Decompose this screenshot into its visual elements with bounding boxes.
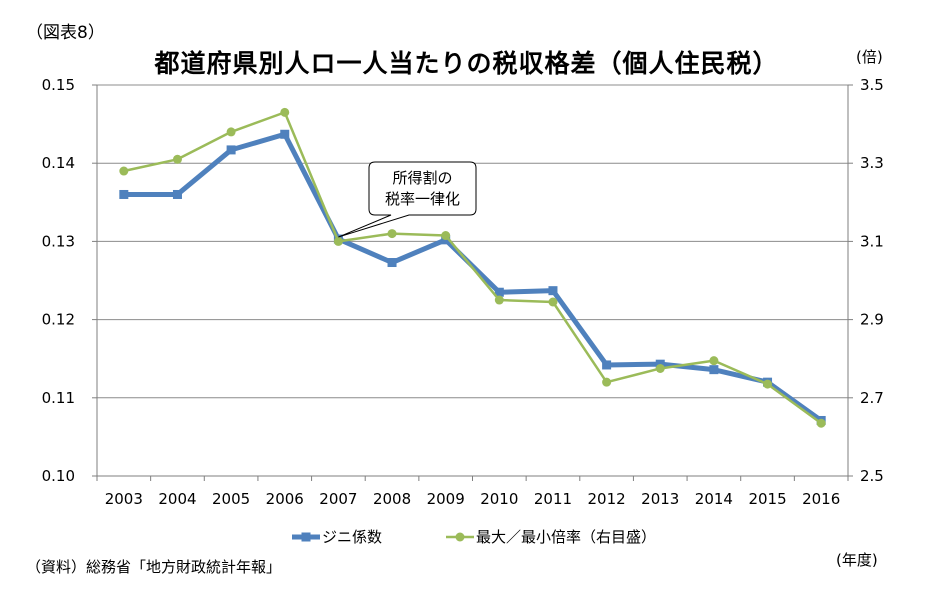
- x-tick-label: 2004: [158, 490, 196, 508]
- ratio-point: [709, 356, 719, 366]
- x-tick-label: 2014: [695, 490, 733, 508]
- figure-label: （図表8）: [26, 23, 105, 43]
- gini-point: [226, 145, 236, 155]
- ratio-point: [494, 295, 504, 305]
- ratio-series-line: [123, 111, 822, 425]
- gini-point: [709, 365, 719, 375]
- ratio-point: [763, 379, 773, 389]
- y-left-tick-label: 0.10: [42, 467, 75, 485]
- annotation-text: 所得割の: [392, 169, 452, 187]
- x-tick-label: 2016: [802, 490, 840, 508]
- annotation-callout: [338, 161, 477, 238]
- y-left-tick-label: 0.12: [42, 311, 75, 329]
- x-tick-label: 2015: [748, 490, 786, 508]
- annotation-text: 税率一律化: [385, 190, 460, 208]
- axes: [92, 84, 853, 481]
- x-axis-unit: (年度): [836, 551, 878, 569]
- source-note: （資料）総務省「地方財政統計年報」: [26, 558, 282, 576]
- x-tick-label: 2011: [534, 490, 572, 508]
- legend-label: ジニ係数: [322, 528, 382, 546]
- x-tick-label: 2009: [427, 490, 465, 508]
- gini-point: [172, 189, 182, 199]
- gini-point: [548, 286, 558, 296]
- ratio-point: [441, 231, 451, 241]
- gini-point: [602, 360, 612, 370]
- y-left-tick-label: 0.11: [42, 389, 75, 407]
- y-right-tick-label: 2.9: [860, 311, 884, 329]
- x-tick-label: 2005: [212, 490, 250, 508]
- tick-labels: 0.10 2.5 0.11 2.7 0.12 2.9 0.13 3.1 0.14 3.3 0.15 3…: [42, 76, 884, 508]
- ratio-point: [119, 166, 129, 176]
- x-tick-label: 2012: [588, 490, 626, 508]
- gini-point: [280, 129, 290, 139]
- gini-point: [387, 258, 397, 268]
- legend-label: 最大／最小倍率（右目盛）: [476, 528, 656, 546]
- ratio-point: [280, 107, 290, 117]
- y-right-tick-label: 3.3: [860, 154, 884, 172]
- ratio-point: [816, 418, 826, 428]
- y-right-tick-label: 3.5: [860, 76, 884, 94]
- ratio-point: [602, 377, 612, 387]
- y-left-tick-label: 0.13: [42, 232, 75, 250]
- gini-point: [494, 287, 504, 297]
- ratio-point: [655, 363, 665, 373]
- gini-point: [119, 189, 129, 199]
- legend-marker: [455, 532, 465, 542]
- y-right-tick-label: 2.5: [860, 467, 884, 485]
- ratio-point: [387, 229, 397, 239]
- legend-marker: [301, 532, 311, 542]
- ratio-point: [548, 297, 558, 307]
- grid-lines: [97, 84, 848, 399]
- ratio-point: [333, 236, 343, 246]
- y-right-tick-label: 3.1: [860, 232, 884, 250]
- y-left-tick-label: 0.14: [42, 154, 75, 172]
- series-layer: [119, 107, 826, 428]
- right-axis-unit: (倍): [856, 48, 883, 66]
- x-tick-label: 2008: [373, 490, 411, 508]
- ratio-point: [172, 154, 182, 164]
- y-right-tick-label: 2.7: [860, 389, 884, 407]
- legend: ジニ係数 最大／最小倍率（右目盛）: [292, 528, 656, 546]
- ratio-point: [226, 127, 236, 137]
- x-tick-label: 2007: [319, 490, 357, 508]
- y-left-tick-label: 0.15: [42, 76, 75, 94]
- chart-title: 都道府県別人ロ一人当たりの税収格差（個人住民税）: [154, 49, 779, 78]
- x-tick-label: 2003: [105, 490, 143, 508]
- x-tick-label: 2006: [266, 490, 304, 508]
- x-tick-label: 2010: [480, 490, 518, 508]
- x-tick-label: 2013: [641, 490, 679, 508]
